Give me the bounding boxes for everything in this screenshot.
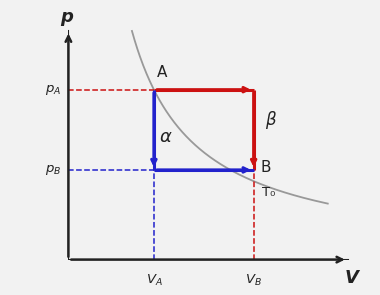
Text: $p_A$: $p_A$ <box>45 83 61 97</box>
Text: $V_B$: $V_B$ <box>245 273 262 288</box>
Text: T₀: T₀ <box>262 186 276 199</box>
Text: A: A <box>157 65 167 80</box>
Text: β: β <box>265 111 276 130</box>
Text: B: B <box>261 160 271 175</box>
Text: α: α <box>160 128 171 146</box>
Text: $V_A$: $V_A$ <box>146 273 162 288</box>
Text: p: p <box>60 8 73 26</box>
Text: $p_B$: $p_B$ <box>45 163 61 177</box>
Text: V: V <box>345 269 359 287</box>
